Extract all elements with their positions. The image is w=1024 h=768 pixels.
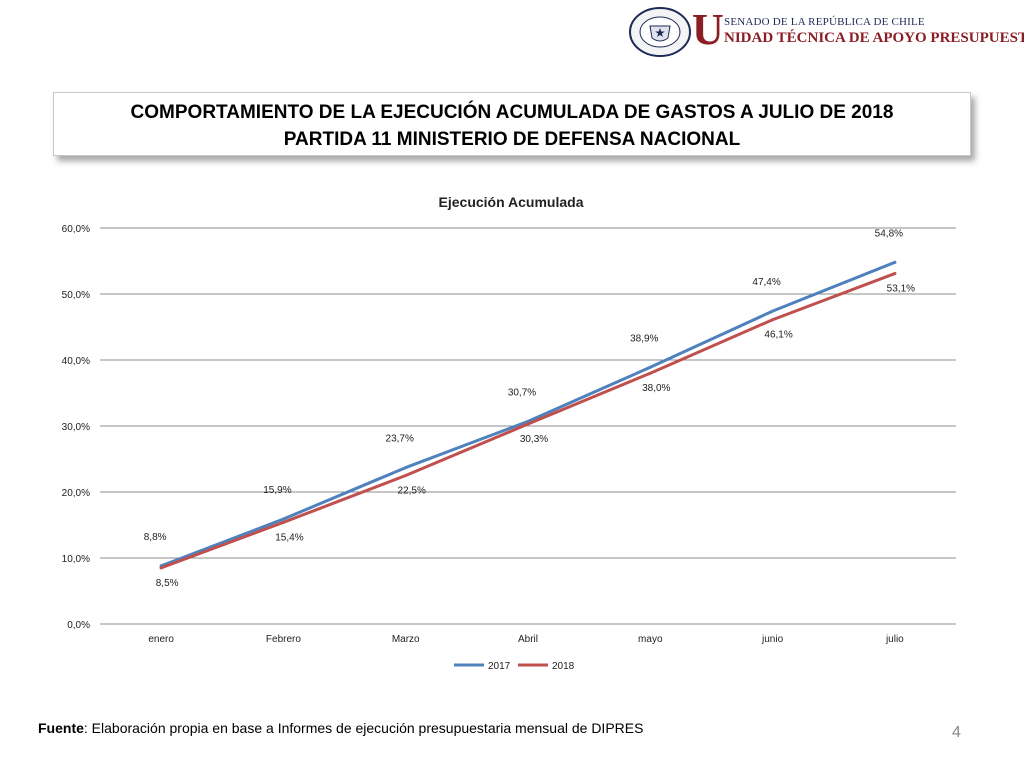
title-banner: COMPORTAMIENTO DE LA EJECUCIÓN ACUMULADA…	[53, 92, 971, 156]
y-tick-label: 40,0%	[62, 356, 90, 367]
x-tick-label: Marzo	[392, 634, 420, 645]
source-text: : Elaboración propia en base a Informes …	[83, 720, 644, 736]
data-label-2018: 53,1%	[887, 284, 915, 295]
data-point-2017	[771, 309, 775, 313]
y-tick-label: 10,0%	[62, 554, 90, 565]
y-tick-label: 30,0%	[62, 422, 90, 433]
brand-initial: U	[692, 5, 724, 54]
data-label-2017: 23,7%	[386, 434, 414, 445]
data-point-2017	[526, 419, 530, 423]
x-tick-label: junio	[761, 634, 784, 645]
data-point-2017	[648, 365, 652, 369]
source-note: Fuente: Elaboración propia en base a Inf…	[38, 720, 643, 736]
data-point-2017	[281, 517, 285, 521]
y-tick-label: 60,0%	[62, 224, 90, 235]
data-label-2018: 38,0%	[642, 383, 670, 394]
data-point-2018	[648, 371, 652, 375]
x-tick-label: enero	[148, 634, 174, 645]
legend-label-2018: 2018	[552, 661, 575, 672]
senate-seal-icon	[629, 7, 691, 57]
banner-title-line-2: PARTIDA 11 MINISTERIO DE DEFENSA NACIONA…	[283, 129, 741, 150]
data-point-2017	[159, 564, 163, 568]
chart-title: Ejecución Acumulada	[439, 194, 584, 210]
data-point-2018	[771, 318, 775, 322]
data-point-2018	[159, 566, 163, 570]
data-label-2017: 47,4%	[752, 277, 780, 288]
legend-label-2017: 2017	[488, 661, 511, 672]
series-line-2017	[159, 260, 897, 568]
data-point-2017	[893, 260, 897, 264]
data-label-2018: 22,5%	[398, 486, 426, 497]
data-point-2018	[893, 272, 897, 276]
data-point-2018	[404, 474, 408, 477]
y-tick-label: 50,0%	[62, 290, 90, 301]
data-label-2018: 30,3%	[520, 434, 548, 445]
x-tick-label: julio	[885, 634, 904, 645]
series-line-2018	[159, 272, 897, 570]
data-point-2017	[404, 466, 408, 470]
y-tick-label: 20,0%	[62, 488, 90, 499]
data-label-2018: 46,1%	[764, 330, 792, 341]
data-point-2018	[526, 422, 530, 426]
data-label-2017: 15,9%	[263, 485, 291, 496]
data-label-2018: 8,5%	[156, 578, 179, 589]
banner-title-line-1: COMPORTAMIENTO DE LA EJECUCIÓN ACUMULADA…	[130, 102, 894, 123]
x-tick-label: mayo	[638, 634, 663, 645]
brand-line-2: NIDAD TÉCNICA DE APOYO PRESUPUESTARIO	[724, 30, 1024, 46]
data-label-2018: 15,4%	[275, 532, 303, 543]
x-tick-label: Abril	[518, 634, 538, 645]
x-tick-label: Febrero	[266, 634, 301, 645]
source-label: Fuente	[38, 720, 84, 736]
data-label-2017: 54,8%	[875, 228, 903, 239]
data-label-2017: 38,9%	[630, 333, 658, 344]
page-number: 4	[952, 724, 961, 741]
data-label-2017: 30,7%	[508, 387, 536, 398]
brand-line-1: SENADO DE LA REPÚBLICA DE CHILE	[724, 16, 925, 28]
data-label-2017: 8,8%	[144, 532, 167, 543]
senate-logo: U SENADO DE LA REPÚBLICA DE CHILE NIDAD …	[628, 5, 1024, 58]
data-point-2018	[281, 520, 285, 524]
y-tick-label: 0,0%	[67, 620, 90, 631]
